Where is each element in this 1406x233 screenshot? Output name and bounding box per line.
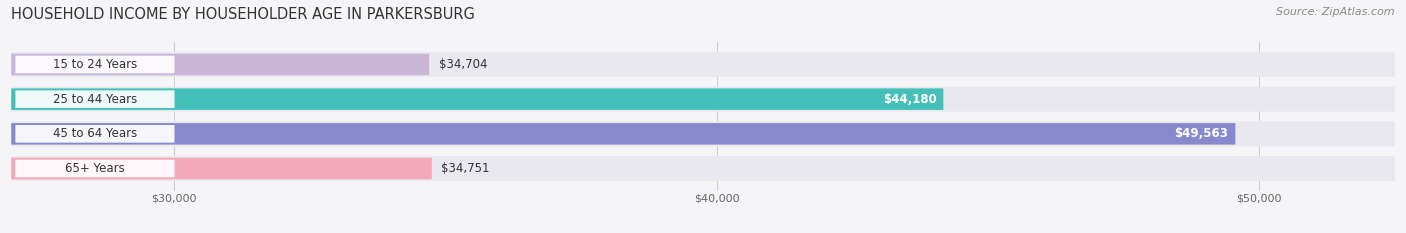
FancyBboxPatch shape [11,121,1395,146]
FancyBboxPatch shape [11,88,943,110]
Text: HOUSEHOLD INCOME BY HOUSEHOLDER AGE IN PARKERSBURG: HOUSEHOLD INCOME BY HOUSEHOLDER AGE IN P… [11,7,475,22]
Text: $49,563: $49,563 [1174,127,1229,140]
FancyBboxPatch shape [11,87,1395,112]
FancyBboxPatch shape [15,125,174,143]
Text: $44,180: $44,180 [883,93,936,106]
FancyBboxPatch shape [11,54,429,75]
Text: 25 to 44 Years: 25 to 44 Years [53,93,136,106]
Text: 45 to 64 Years: 45 to 64 Years [53,127,136,140]
Text: 65+ Years: 65+ Years [65,162,125,175]
FancyBboxPatch shape [11,52,1395,77]
FancyBboxPatch shape [11,123,1236,145]
FancyBboxPatch shape [15,160,174,177]
FancyBboxPatch shape [15,56,174,73]
Text: Source: ZipAtlas.com: Source: ZipAtlas.com [1277,7,1395,17]
Text: $34,751: $34,751 [441,162,489,175]
FancyBboxPatch shape [15,90,174,108]
FancyBboxPatch shape [11,156,1395,181]
FancyBboxPatch shape [11,158,432,179]
Text: $34,704: $34,704 [439,58,488,71]
Text: 15 to 24 Years: 15 to 24 Years [53,58,136,71]
